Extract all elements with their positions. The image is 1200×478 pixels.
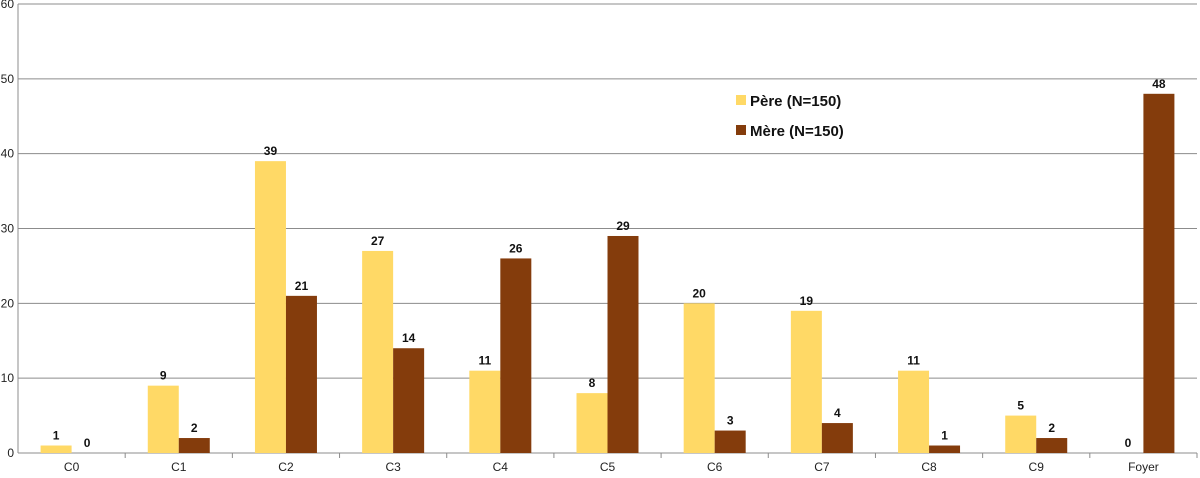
data-label: 9 <box>160 369 167 383</box>
data-label: 0 <box>84 436 91 450</box>
y-tick-label: 10 <box>1 371 15 385</box>
data-label: 5 <box>1017 399 1024 413</box>
bar-mere-c3 <box>393 348 425 453</box>
data-label: 1 <box>53 429 60 443</box>
x-tick-label: C9 <box>1029 460 1045 474</box>
bars <box>40 93 1175 454</box>
x-tick-label: C8 <box>921 460 937 474</box>
x-tick-label: C6 <box>707 460 723 474</box>
bar-pere-c7 <box>790 310 822 453</box>
bar-mere-c7 <box>821 423 853 453</box>
data-label: 26 <box>509 241 523 255</box>
data-label: 11 <box>907 354 920 368</box>
x-tick-label: C1 <box>171 460 187 474</box>
y-tick-label: 40 <box>1 147 15 161</box>
data-label: 20 <box>693 286 707 300</box>
bar-pere-c6 <box>683 303 715 453</box>
legend-swatch <box>736 125 746 135</box>
bar-mere-c8 <box>929 445 961 453</box>
bar-mere-c6 <box>714 430 746 453</box>
data-label: 3 <box>727 414 734 428</box>
data-label: 0 <box>1125 436 1132 450</box>
bar-pere-c5 <box>576 393 608 453</box>
data-label: 39 <box>264 144 278 158</box>
bar-pere-c3 <box>362 250 394 453</box>
x-tick-label: C2 <box>278 460 294 474</box>
legend: Père (N=150) Mère (N=150) <box>736 93 844 140</box>
legend-label: Père (N=150) <box>750 93 841 110</box>
x-tick-label: C4 <box>493 460 509 474</box>
bar-pere-c1 <box>147 385 179 453</box>
x-tick-label: Foyer <box>1128 460 1159 474</box>
data-label: 2 <box>1048 421 1055 435</box>
bar-pere-c8 <box>898 370 930 453</box>
bar-mere-c9 <box>1036 438 1068 453</box>
bar-mere-c4 <box>500 258 532 453</box>
x-tick-label: C7 <box>814 460 830 474</box>
data-label: 11 <box>478 354 491 368</box>
bar-pere-c4 <box>469 370 501 453</box>
x-tick-label: C5 <box>600 460 616 474</box>
y-tick-label: 50 <box>1 72 15 86</box>
legend-swatch <box>736 95 746 105</box>
x-tick-label: C3 <box>385 460 401 474</box>
bar-pere-c0 <box>40 445 72 453</box>
data-label: 1 <box>941 429 948 443</box>
bar-mere-foyer <box>1143 93 1175 454</box>
bar-pere-c2 <box>254 161 286 453</box>
bar-mere-c1 <box>178 438 210 453</box>
y-tick-label: 30 <box>1 222 15 236</box>
bar-mere-c2 <box>285 295 317 453</box>
bar-pere-c9 <box>1005 415 1037 453</box>
y-tick-label: 20 <box>1 296 15 310</box>
data-label: 8 <box>589 376 596 390</box>
data-label: 2 <box>191 421 198 435</box>
data-label: 14 <box>402 331 416 345</box>
data-label: 48 <box>1152 77 1166 91</box>
y-tick-label: 0 <box>7 446 14 460</box>
data-label: 21 <box>295 279 309 293</box>
data-label: 19 <box>800 294 814 308</box>
data-label: 29 <box>616 219 630 233</box>
x-tick-label: C0 <box>64 460 80 474</box>
legend-label: Mère (N=150) <box>750 123 844 140</box>
data-label: 4 <box>834 406 841 420</box>
y-tick-label: 60 <box>1 0 15 11</box>
data-label: 27 <box>371 234 385 248</box>
bar-mere-c5 <box>607 235 639 453</box>
grid-lines <box>18 3 1197 379</box>
